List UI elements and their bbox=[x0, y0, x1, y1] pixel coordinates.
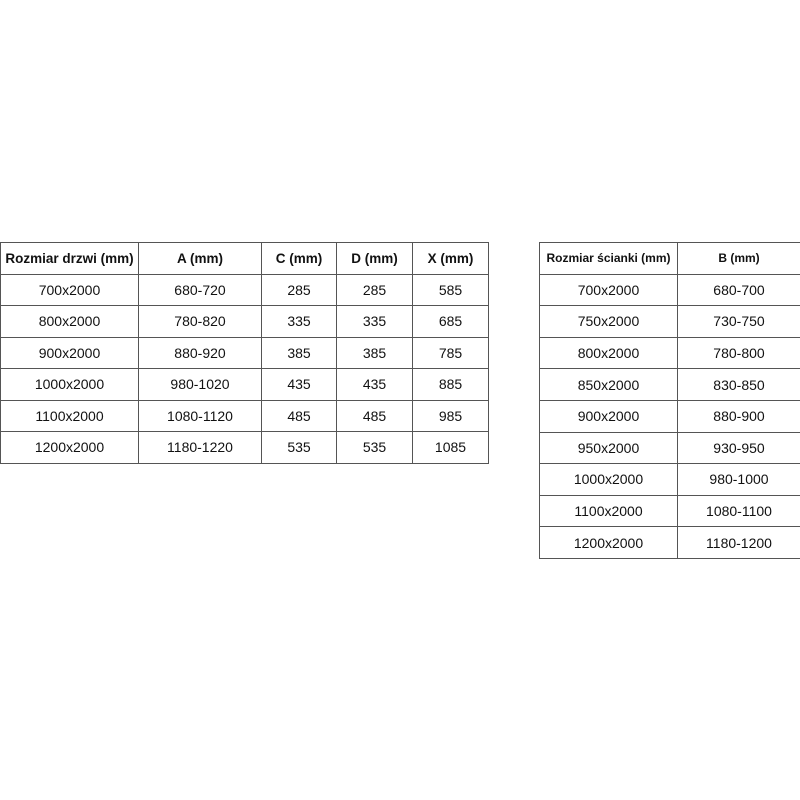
table-cell: 485 bbox=[336, 399, 413, 432]
table-cell: 885 bbox=[412, 368, 489, 401]
table-cell: 780-800 bbox=[677, 336, 800, 370]
table-cell: 930-950 bbox=[677, 431, 800, 465]
table-cell: 435 bbox=[336, 368, 413, 401]
table-cell: 800x2000 bbox=[0, 305, 139, 338]
table-cell: 985 bbox=[412, 399, 489, 432]
column-header: Rozmiar ścianki (mm) bbox=[539, 242, 678, 275]
wall-size-table: Rozmiar ścianki (mm) B (mm) 700x2000 680-7… bbox=[539, 242, 800, 559]
table-cell: 1100x2000 bbox=[539, 494, 678, 528]
door-size-table: Rozmiar drzwi (mm) A (mm) C (mm) D (mm) X (m… bbox=[0, 242, 489, 464]
table-cell: 750x2000 bbox=[539, 305, 678, 338]
table-cell: 800x2000 bbox=[539, 336, 678, 370]
table-row: 950x2000 930-950 bbox=[539, 431, 800, 465]
table-cell: 730-750 bbox=[677, 305, 800, 338]
column-header: A (mm) bbox=[138, 242, 262, 275]
table-header-row: Rozmiar drzwi (mm) A (mm) C (mm) D (mm) X (m… bbox=[0, 242, 489, 275]
table-cell: 900x2000 bbox=[539, 399, 678, 433]
table-cell: 1000x2000 bbox=[0, 368, 139, 401]
table-cell: 980-1000 bbox=[677, 463, 800, 496]
table-cell: 850x2000 bbox=[539, 368, 678, 401]
table-cell: 680-720 bbox=[138, 273, 262, 306]
table-row: 900x2000 880-900 bbox=[539, 399, 800, 433]
table-cell: 780-820 bbox=[138, 305, 262, 338]
table-cell: 700x2000 bbox=[0, 273, 139, 306]
table-cell: 1180-1200 bbox=[677, 526, 800, 559]
table-cell: 1080-1120 bbox=[138, 399, 262, 432]
table-cell: 535 bbox=[336, 431, 413, 464]
table-row: 1000x2000 980-1000 bbox=[539, 463, 800, 496]
table-cell: 830-850 bbox=[677, 368, 800, 401]
table-cell: 1080-1100 bbox=[677, 494, 800, 528]
table-row: 700x2000 680-720 285 285 585 bbox=[0, 273, 489, 306]
column-header: B (mm) bbox=[677, 242, 800, 275]
table-cell: 680-700 bbox=[677, 273, 800, 307]
table-cell: 880-900 bbox=[677, 399, 800, 433]
table-cell: 585 bbox=[412, 273, 489, 306]
table-cell: 1000x2000 bbox=[539, 463, 678, 496]
table-row: 1100x2000 1080-1120 485 485 985 bbox=[0, 399, 489, 432]
table-cell: 535 bbox=[261, 431, 337, 464]
column-header: Rozmiar drzwi (mm) bbox=[0, 242, 139, 275]
table-cell: 785 bbox=[412, 336, 489, 369]
table-cell: 700x2000 bbox=[539, 273, 678, 307]
table-cell: 980-1020 bbox=[138, 368, 262, 401]
table-row: 700x2000 680-700 bbox=[539, 273, 800, 307]
table-cell: 435 bbox=[261, 368, 337, 401]
table-row: 800x2000 780-800 bbox=[539, 336, 800, 370]
table-row: 1200x2000 1180-1200 bbox=[539, 526, 800, 559]
table-row: 1200x2000 1180-1220 535 535 1085 bbox=[0, 431, 489, 464]
table-cell: 1180-1220 bbox=[138, 431, 262, 464]
column-header: D (mm) bbox=[336, 242, 413, 275]
table-cell: 1085 bbox=[412, 431, 489, 464]
table-row: 800x2000 780-820 335 335 685 bbox=[0, 305, 489, 338]
table-row: 1000x2000 980-1020 435 435 885 bbox=[0, 368, 489, 401]
table-cell: 900x2000 bbox=[0, 336, 139, 369]
table-cell: 385 bbox=[336, 336, 413, 369]
table-row: 1100x2000 1080-1100 bbox=[539, 494, 800, 528]
table-cell: 285 bbox=[336, 273, 413, 306]
table-cell: 485 bbox=[261, 399, 337, 432]
table-row: 850x2000 830-850 bbox=[539, 368, 800, 401]
table-header-row: Rozmiar ścianki (mm) B (mm) bbox=[539, 242, 800, 275]
table-row: 900x2000 880-920 385 385 785 bbox=[0, 336, 489, 369]
table-cell: 950x2000 bbox=[539, 431, 678, 465]
column-header: C (mm) bbox=[261, 242, 337, 275]
table-cell: 685 bbox=[412, 305, 489, 338]
table-row: 750x2000 730-750 bbox=[539, 305, 800, 338]
table-cell: 1200x2000 bbox=[539, 526, 678, 559]
table-cell: 1100x2000 bbox=[0, 399, 139, 432]
table-cell: 335 bbox=[336, 305, 413, 338]
table-cell: 335 bbox=[261, 305, 337, 338]
table-cell: 285 bbox=[261, 273, 337, 306]
column-header: X (mm) bbox=[412, 242, 489, 275]
table-cell: 1200x2000 bbox=[0, 431, 139, 464]
table-cell: 385 bbox=[261, 336, 337, 369]
table-cell: 880-920 bbox=[138, 336, 262, 369]
